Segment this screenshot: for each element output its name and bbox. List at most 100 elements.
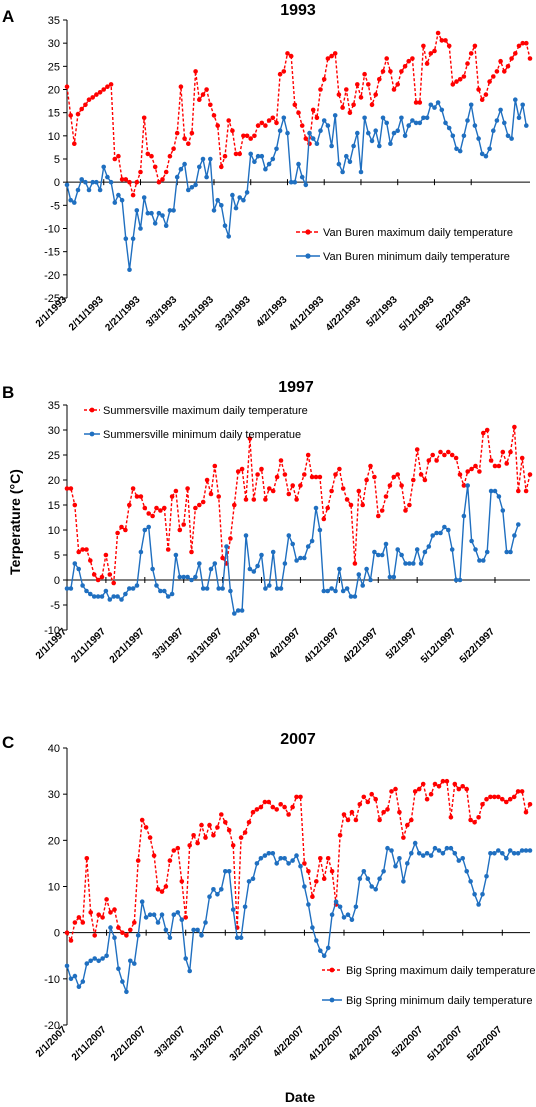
data-point-max xyxy=(101,87,106,92)
data-point-min xyxy=(376,552,381,558)
data-point-min xyxy=(68,976,74,982)
data-point-max xyxy=(507,796,513,802)
data-point-min xyxy=(491,128,496,133)
data-point-min xyxy=(446,125,452,131)
data-point-min xyxy=(86,187,92,193)
data-point-max xyxy=(235,469,241,474)
data-point-min xyxy=(187,968,192,974)
data-point-max xyxy=(336,92,342,97)
x-tick-label: 4/12/1993 xyxy=(287,294,327,334)
data-point-max xyxy=(453,455,459,461)
data-point-min xyxy=(84,588,89,594)
data-point-min xyxy=(505,133,511,139)
data-point-max xyxy=(116,153,121,159)
data-point-min xyxy=(488,488,494,494)
data-point-max xyxy=(294,794,299,800)
data-point-max xyxy=(167,858,173,863)
data-point-min xyxy=(239,608,245,613)
data-point-max xyxy=(361,794,367,800)
data-point-min xyxy=(115,594,120,599)
data-point-max xyxy=(242,830,248,835)
legend-marker-max-b xyxy=(89,407,95,413)
data-point-min xyxy=(444,845,450,851)
data-point-max xyxy=(298,483,303,488)
data-point-min xyxy=(373,887,379,892)
data-point-max xyxy=(468,51,474,56)
data-point-min xyxy=(504,856,509,861)
data-point-max xyxy=(254,807,260,812)
data-point-min xyxy=(395,547,401,552)
data-point-min xyxy=(361,869,367,874)
panel-title-b: 1997 xyxy=(278,379,314,396)
data-point-min xyxy=(456,858,462,863)
data-point-max xyxy=(134,179,140,185)
data-point-min xyxy=(373,128,379,133)
data-point-min xyxy=(421,115,426,121)
data-point-max xyxy=(420,781,426,787)
data-point-max xyxy=(424,61,430,66)
data-point-min xyxy=(146,524,151,530)
data-point-max xyxy=(318,87,323,92)
data-point-max xyxy=(449,452,455,458)
data-point-min xyxy=(305,544,311,549)
data-point-min xyxy=(512,533,517,538)
data-point-max xyxy=(183,915,188,920)
data-point-max xyxy=(145,151,151,157)
data-point-max xyxy=(197,97,202,102)
data-point-min xyxy=(500,508,506,513)
data-point-min xyxy=(120,979,125,984)
data-point-max xyxy=(68,938,74,943)
data-point-min xyxy=(281,115,287,121)
data-point-min xyxy=(349,917,355,922)
data-point-min xyxy=(422,549,428,555)
data-point-max xyxy=(174,130,180,136)
data-point-max xyxy=(366,82,371,87)
data-point-min xyxy=(325,945,331,951)
data-point-min xyxy=(332,113,338,118)
y-tick-label: 20 xyxy=(48,475,60,487)
data-point-max xyxy=(241,133,246,139)
data-point-min xyxy=(465,483,471,488)
data-point-max xyxy=(421,43,426,49)
data-point-min xyxy=(519,848,525,853)
data-point-max xyxy=(169,494,175,499)
data-point-max xyxy=(135,858,141,863)
data-point-min xyxy=(438,530,443,536)
data-point-max xyxy=(436,784,442,789)
data-point-max xyxy=(138,494,144,499)
data-point-min xyxy=(325,123,331,128)
data-point-max xyxy=(388,69,393,74)
data-point-max xyxy=(100,915,105,920)
data-point-min xyxy=(389,848,394,853)
data-point-min xyxy=(177,574,183,580)
data-point-min xyxy=(95,594,101,599)
data-point-min xyxy=(208,566,214,572)
data-point-min xyxy=(460,856,466,861)
data-point-min xyxy=(244,190,250,195)
data-point-max xyxy=(120,930,125,935)
data-point-min xyxy=(259,552,264,558)
data-point-max xyxy=(329,488,334,494)
data-point-max xyxy=(472,820,477,825)
data-point-min xyxy=(369,138,375,144)
data-point-min xyxy=(476,902,481,907)
data-point-max xyxy=(461,483,467,488)
data-point-min xyxy=(397,856,402,861)
data-point-min xyxy=(318,128,323,133)
data-point-min xyxy=(379,552,385,558)
data-point-min xyxy=(329,143,334,149)
data-point-min xyxy=(94,179,99,185)
legend-marker-max-c xyxy=(329,967,335,973)
data-point-max xyxy=(134,494,140,499)
data-point-max xyxy=(286,812,291,817)
data-point-max xyxy=(226,827,232,833)
data-point-max xyxy=(216,494,221,499)
data-point-max xyxy=(428,791,434,797)
legend-marker-min-a xyxy=(305,253,311,259)
data-point-max xyxy=(452,781,458,787)
data-point-max xyxy=(402,64,408,69)
data-point-min xyxy=(432,105,437,110)
data-point-min xyxy=(270,851,276,856)
data-point-min xyxy=(68,197,73,203)
data-point-max xyxy=(171,146,176,152)
